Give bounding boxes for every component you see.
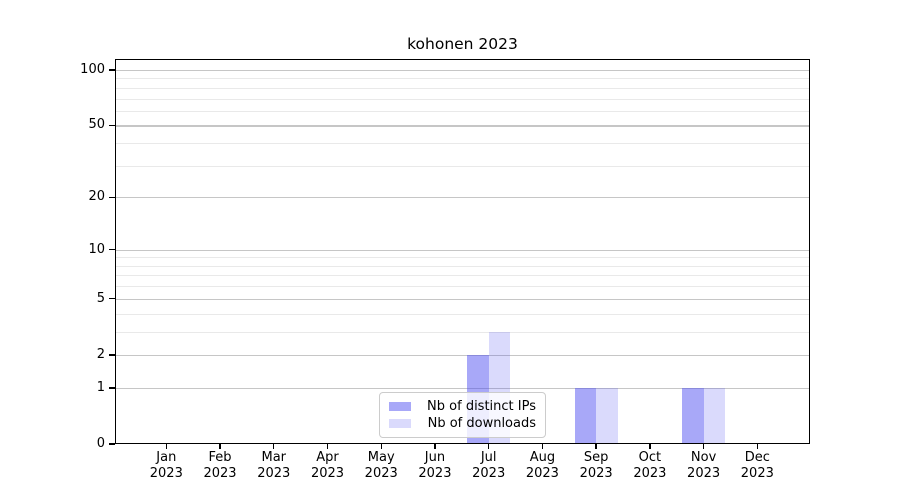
x-tick-label: Oct 2023 [633,450,667,481]
y-tick-mark [109,124,115,127]
y-tick-label: 10 [88,241,105,257]
y-tick-label: 50 [88,117,105,133]
x-tick-label: Jul 2023 [472,450,506,481]
y-tick-label: 2 [96,346,105,362]
gridline-major [115,354,810,357]
gridline-minor [115,98,810,100]
gridline-minor [115,110,810,112]
plot-area [115,59,810,444]
y-tick-mark [109,387,115,389]
legend-swatch-downloads-icon [389,419,411,429]
x-tick-mark [595,444,597,449]
x-tick-label: Nov 2023 [687,450,721,481]
x-tick-mark [487,444,490,449]
x-tick-mark [434,444,436,449]
gridline-minor [115,143,810,145]
x-tick-label: Sep 2023 [579,450,613,481]
y-tick-label: 20 [88,189,105,205]
x-tick-mark [165,444,167,449]
x-tick-mark [756,444,759,449]
chart-title: kohonen 2023 [407,35,518,53]
y-tick-mark [109,298,115,300]
gridline-major [115,125,810,127]
gridline-minor [115,87,810,89]
y-tick-mark [109,443,115,445]
y-tick-label: 100 [80,61,105,77]
bar-distinct-ips-sep [574,387,597,444]
gridline-major [115,387,810,389]
x-tick-label: Feb 2023 [203,450,237,481]
x-tick-mark [326,444,329,449]
x-tick-label: Mar 2023 [257,450,291,481]
gridline-major [115,69,810,72]
x-tick-mark [649,444,651,449]
x-tick-mark [219,444,221,449]
legend-swatch-distinct-ips-icon [389,401,411,411]
x-tick-label: Dec 2023 [740,450,774,481]
y-tick-mark [109,354,115,356]
legend-item-distinct-ips: Nb of distinct IPs [389,399,536,414]
gridline-major [115,298,810,300]
x-tick-mark [702,444,705,449]
bar-downloads-nov [703,387,726,444]
legend-item-downloads: Nb of downloads [389,416,536,431]
gridline-minor [115,257,810,259]
gridline-major [115,197,810,199]
bar-distinct-ips-nov [682,387,704,444]
y-tick-label: 5 [96,290,105,306]
gridline-minor [115,331,810,333]
y-tick-label: 0 [96,436,105,451]
x-tick-label: May 2023 [364,450,398,481]
x-tick-label: Aug 2023 [525,450,559,481]
gridline-major [115,249,810,251]
legend-label-distinct-ips: Nb of distinct IPs [427,398,536,414]
legend: Nb of distinct IPs Nb of downloads [379,392,546,438]
x-tick-mark [380,444,382,449]
y-tick-label: 1 [96,379,105,395]
x-tick-label: Jan 2023 [149,450,183,481]
gridline-minor [115,313,810,315]
x-tick-label: Apr 2023 [310,450,345,481]
gridline-minor [115,286,810,288]
y-tick-mark [109,196,115,198]
bar-downloads-sep [596,387,618,444]
y-tick-mark [109,69,115,71]
gridline-minor [115,265,810,267]
x-tick-mark [273,444,275,449]
x-tick-mark [541,444,544,449]
gridline-minor [115,165,810,167]
legend-label-downloads: Nb of downloads [427,416,536,432]
gridline-minor [115,78,810,80]
x-tick-label: Jun 2023 [418,450,452,481]
y-tick-mark [109,248,115,251]
gridline-minor [115,275,810,277]
